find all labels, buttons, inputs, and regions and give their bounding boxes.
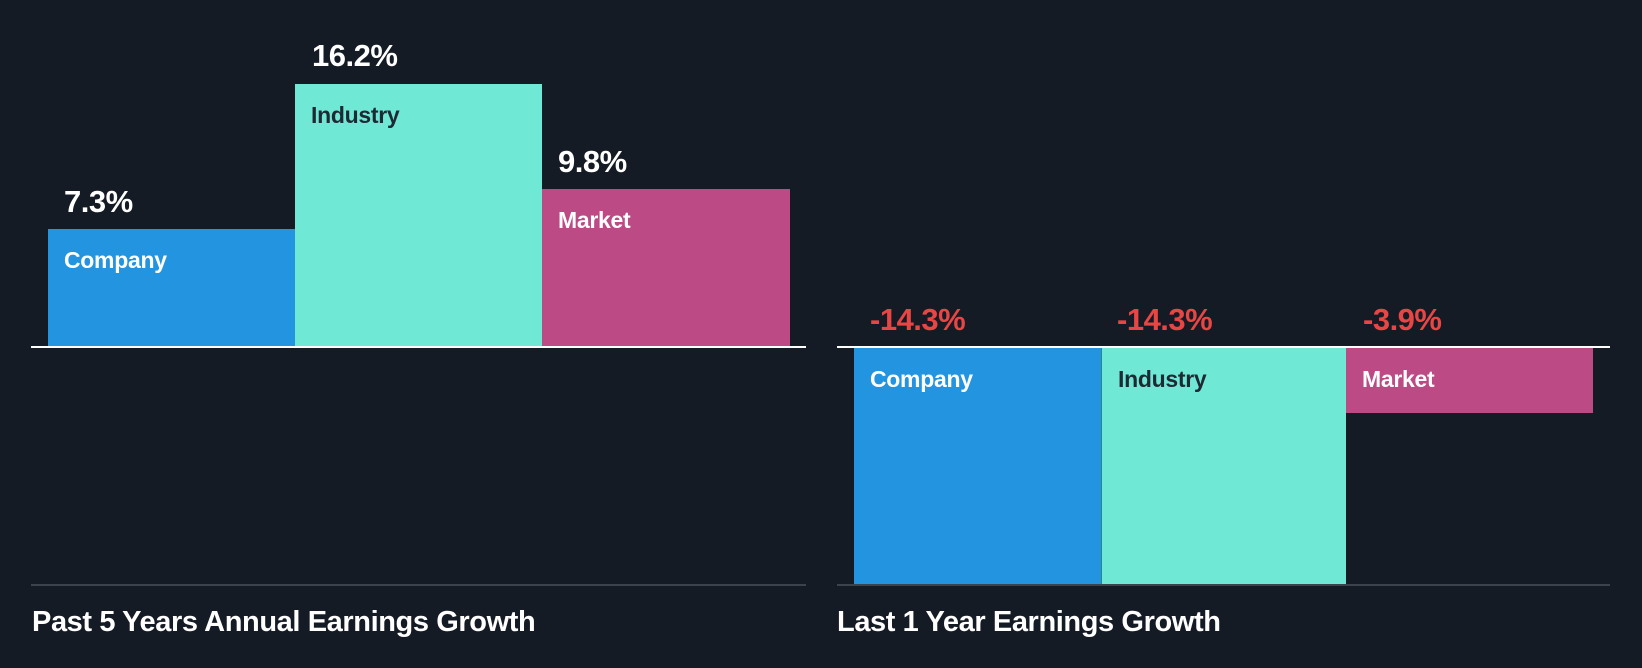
bar-industry: Industry [295, 84, 542, 347]
value-company: 7.3% [64, 184, 133, 219]
bar-label-company: Company [64, 247, 167, 273]
zero-line [837, 346, 1610, 348]
value-industry: -14.3% [1117, 302, 1213, 337]
bar-label-industry: Industry [1118, 366, 1207, 392]
value-company: -14.3% [870, 302, 966, 337]
value-market: -3.9% [1363, 302, 1442, 337]
chart-title: Past 5 Years Annual Earnings Growth [32, 606, 536, 638]
baseline [31, 584, 806, 586]
bar-label-market: Market [1362, 366, 1435, 392]
bar-label-industry: Industry [311, 102, 400, 128]
bar-label-company: Company [870, 366, 973, 392]
bar-label-market: Market [558, 207, 631, 233]
chart-title: Last 1 Year Earnings Growth [837, 606, 1221, 638]
value-industry: 16.2% [312, 38, 398, 73]
bar-market: Market [1346, 348, 1593, 413]
value-market: 9.8% [558, 144, 627, 179]
bar-industry: Industry [1101, 348, 1346, 585]
bar-market: Market [542, 189, 790, 347]
baseline [837, 584, 1610, 586]
zero-line [31, 346, 806, 348]
bar-company: Company [48, 229, 295, 347]
bar-company: Company [854, 348, 1101, 585]
